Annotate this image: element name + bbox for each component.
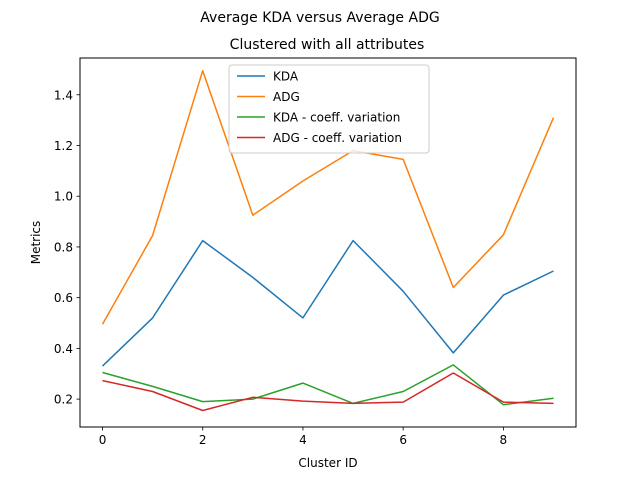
- legend-label-1: ADG: [273, 90, 300, 104]
- plot-frame: [79, 57, 577, 428]
- x-tick-label: 4: [299, 433, 307, 447]
- chart-subtitle: Clustered with all attributes: [230, 37, 425, 53]
- y-tick-label: 0.8: [54, 240, 73, 254]
- legend: KDA ADG KDA - coeff. variation ADG - coeff.…: [228, 64, 430, 154]
- x-tick-label: 8: [500, 433, 508, 447]
- chart-title: Average KDA versus Average ADG: [200, 10, 439, 26]
- x-axis-label: Cluster ID: [298, 456, 357, 470]
- x-tick-label: 0: [99, 433, 107, 447]
- y-tick-label: 1.2: [54, 139, 73, 153]
- x-tick-label: 6: [399, 433, 407, 447]
- series-line-3: [102, 372, 554, 412]
- legend-label-0: KDA: [273, 70, 299, 84]
- series-layer: [101, 69, 555, 412]
- y-tick-label: 1.4: [54, 88, 73, 102]
- series-line-1: [101, 69, 555, 325]
- y-tick-label: 0.6: [54, 291, 73, 305]
- series-line-0: [101, 239, 554, 367]
- ticks-layer: 0 2 4 6 8 0.2 0.4 0.6 0.8 1.0 1.2 1.4: [54, 88, 507, 447]
- legend-box: [228, 64, 430, 154]
- legend-label-3: ADG - coeff. variation: [273, 131, 402, 145]
- series-line-2: [102, 364, 554, 406]
- x-tick-label: 2: [199, 433, 207, 447]
- y-axis-label: Metrics: [29, 221, 43, 265]
- legend-label-2: KDA - coeff. variation: [273, 111, 400, 125]
- y-tick-label: 1.0: [54, 190, 73, 204]
- y-tick-label: 0.4: [54, 342, 73, 356]
- y-tick-label: 0.2: [54, 393, 73, 407]
